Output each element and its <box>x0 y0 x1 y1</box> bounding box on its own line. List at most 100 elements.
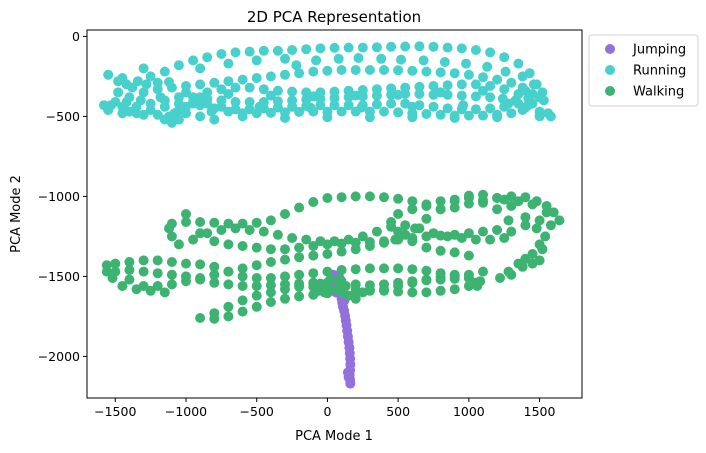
point-running-162 <box>442 103 453 114</box>
point-walking-127 <box>280 293 290 304</box>
point-walking-8 <box>294 202 305 213</box>
point-running-130 <box>181 108 191 119</box>
point-running-215 <box>461 58 471 69</box>
point-running-110 <box>393 107 404 118</box>
point-running-24 <box>428 41 439 52</box>
point-walking-0 <box>181 209 191 219</box>
point-running-242 <box>407 112 418 123</box>
point-running-210 <box>353 53 364 63</box>
point-walking-246 <box>107 273 118 283</box>
y-tick-label: −1500 <box>38 269 80 284</box>
point-walking-233 <box>379 279 389 290</box>
y-tick-label: −2000 <box>38 349 80 364</box>
point-running-200 <box>308 91 319 102</box>
point-running-82 <box>294 68 305 79</box>
point-walking-44 <box>506 201 517 211</box>
point-running-138 <box>272 85 283 96</box>
point-running-97 <box>506 77 517 88</box>
point-walking-84 <box>237 271 248 282</box>
point-running-17 <box>329 42 340 53</box>
point-walking-95 <box>393 263 404 274</box>
point-running-30 <box>513 58 524 69</box>
point-walking-94 <box>379 263 389 274</box>
point-running-247 <box>195 111 206 122</box>
point-running-104 <box>478 110 488 121</box>
point-walking-29 <box>545 220 556 231</box>
point-walking-153 <box>449 194 460 205</box>
point-walking-165 <box>414 223 425 234</box>
point-walking-175 <box>272 229 283 240</box>
point-walking-183 <box>166 231 177 242</box>
point-walking-227 <box>294 278 305 289</box>
point-walking-142 <box>463 250 474 261</box>
point-running-80 <box>265 71 276 82</box>
point-walking-118 <box>237 295 248 306</box>
point-walking-173 <box>301 234 312 245</box>
point-walking-78 <box>152 255 163 266</box>
point-running-225 <box>356 102 367 113</box>
point-walking-12 <box>350 191 361 202</box>
point-walking-196 <box>322 239 333 250</box>
point-running-87 <box>364 65 375 75</box>
point-walking-62 <box>265 257 276 267</box>
point-running-195 <box>138 109 149 120</box>
point-running-204 <box>478 85 488 96</box>
point-running-88 <box>379 65 389 75</box>
y-tick-label: −1000 <box>38 189 80 204</box>
point-running-176 <box>244 104 255 115</box>
point-running-209 <box>333 53 344 64</box>
point-walking-218 <box>166 269 177 280</box>
point-running-13 <box>272 45 283 56</box>
point-running-151 <box>456 79 467 90</box>
point-running-149 <box>428 81 439 91</box>
point-walking-38 <box>513 258 524 269</box>
point-walking-239 <box>463 273 474 283</box>
point-running-245 <box>534 111 545 122</box>
point-running-230 <box>135 95 146 106</box>
y-axis-label: PCA Mode 2 <box>9 175 24 253</box>
point-running-243 <box>449 113 460 123</box>
point-walking-89 <box>308 268 319 279</box>
point-running-6 <box>173 60 184 71</box>
point-walking-104 <box>435 285 446 296</box>
point-walking-236 <box>421 275 432 286</box>
point-walking-144 <box>435 245 446 256</box>
point-running-91 <box>421 66 432 77</box>
point-walking-207 <box>478 226 488 237</box>
point-walking-46 <box>478 189 488 200</box>
point-running-170 <box>329 100 340 111</box>
point-running-212 <box>396 54 406 65</box>
axes-frame <box>86 29 583 399</box>
point-running-9 <box>216 49 227 59</box>
point-walking-33 <box>527 258 538 269</box>
point-walking-147 <box>393 226 404 237</box>
point-running-117 <box>294 106 305 117</box>
point-walking-119 <box>223 301 234 312</box>
point-running-241 <box>364 112 375 123</box>
point-running-90 <box>407 65 418 76</box>
point-walking-42 <box>531 223 542 234</box>
point-running-222 <box>503 98 514 109</box>
point-running-4 <box>145 71 156 82</box>
point-running-154 <box>499 84 510 95</box>
point-running-148 <box>414 81 425 92</box>
point-walking-37 <box>503 266 514 277</box>
point-walking-64 <box>237 263 248 274</box>
point-running-201 <box>350 90 361 101</box>
point-running-21 <box>386 41 397 52</box>
point-running-41 <box>470 91 481 102</box>
point-running-203 <box>435 87 446 98</box>
point-walking-66 <box>209 269 220 280</box>
point-running-239 <box>280 113 290 123</box>
point-walking-149 <box>393 209 404 219</box>
point-walking-91 <box>336 265 347 275</box>
point-walking-97 <box>421 265 432 276</box>
point-walking-161 <box>470 234 481 245</box>
point-walking-81 <box>195 259 206 270</box>
point-walking-187 <box>195 228 206 239</box>
legend-marker-walking <box>605 86 615 96</box>
point-running-171 <box>315 100 326 111</box>
point-walking-36 <box>495 273 505 283</box>
point-walking-202 <box>407 233 418 243</box>
point-running-139 <box>287 86 298 97</box>
